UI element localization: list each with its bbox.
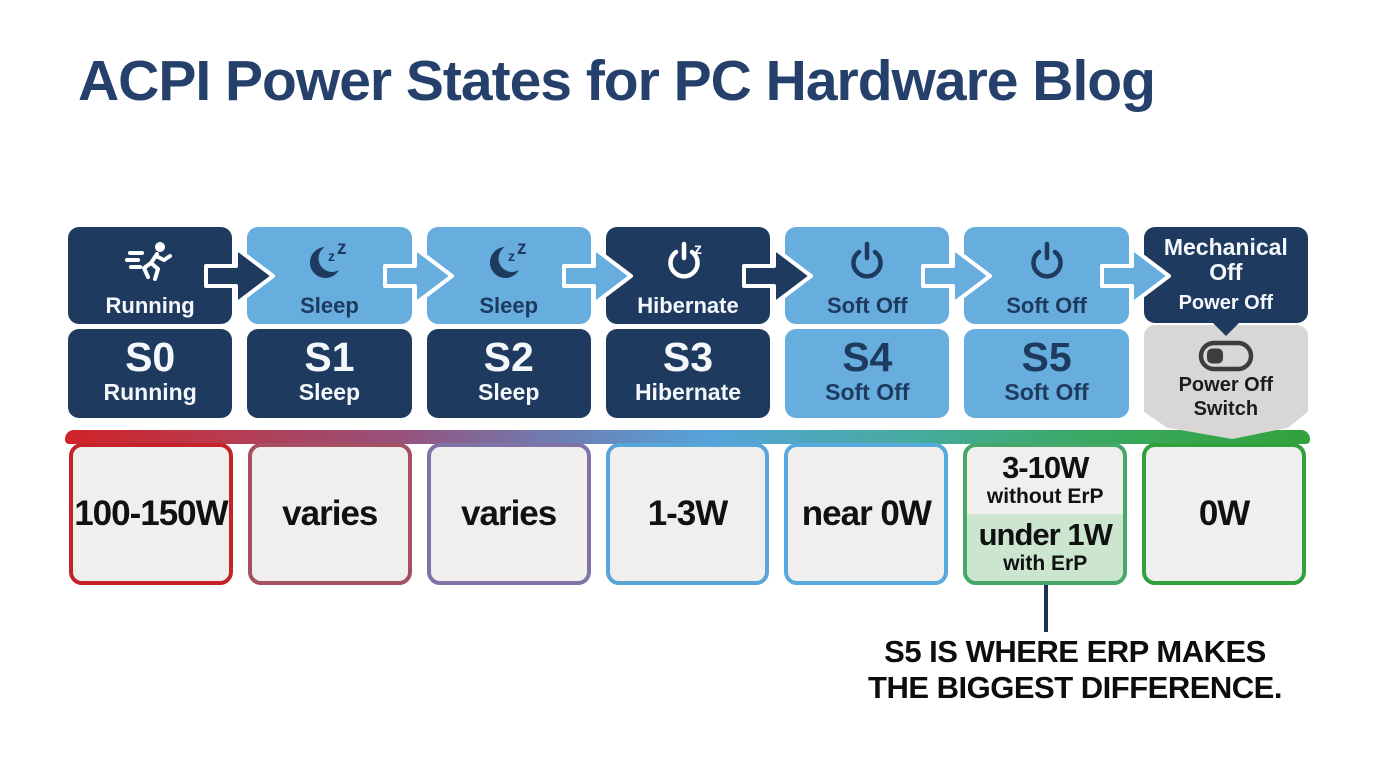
wattage-with-erp: under 1W with ErP: [967, 514, 1124, 581]
state-top-label: Sleep: [479, 293, 539, 318]
state-top-label: Sleep: [300, 293, 359, 318]
power-icon: [964, 227, 1128, 295]
wattage-cell-s2: varies: [426, 443, 591, 585]
state-bottom-label: Hibernate: [634, 379, 742, 406]
arrow-right-icon: [1100, 246, 1171, 306]
arrow-right-icon: [921, 246, 992, 306]
state-top-mechanical-off: Mechanical Off Power Off: [1143, 227, 1308, 336]
state-top-label: Hibernate: [637, 293, 739, 318]
state-column-mechanical-off: Mechanical Off Power Off Power Off Switc…: [1143, 227, 1308, 439]
wattage-value: varies: [282, 494, 378, 533]
state-bottom-label: Sleep: [298, 379, 361, 406]
wattage-value: varies: [461, 494, 557, 533]
wattage-value: 1-3W: [647, 494, 729, 533]
svg-text:z: z: [337, 239, 347, 259]
wattage-without-erp: 3-10W without ErP: [967, 447, 1123, 514]
svg-text:z: z: [694, 241, 702, 258]
arrow-right-icon: [742, 246, 813, 306]
wattage-note: without ErP: [986, 484, 1104, 508]
state-top-label: Soft Off: [826, 293, 908, 318]
runner-icon: [68, 227, 232, 295]
state-sub-label: Power Off: [1178, 292, 1274, 315]
state-code: S3: [662, 334, 714, 381]
state-top-label: Running: [105, 293, 195, 318]
state-code: S1: [304, 334, 355, 381]
power-off-switch-box: Power Off Switch: [1143, 325, 1308, 439]
page-title: ACPI Power States for PC Hardware Blog: [78, 49, 1156, 113]
switch-label: Power Off Switch: [1178, 374, 1274, 420]
wattage-value: 3-10W: [1002, 450, 1089, 486]
state-bottom-s5: S5 Soft Off: [964, 329, 1129, 418]
state-bottom-s1: S1 Sleep: [247, 329, 412, 418]
wattage-cell-mechanical-off: 0W: [1142, 443, 1307, 585]
arrow-right-icon: [383, 246, 454, 306]
wattage-cell-s4: near 0W: [784, 443, 949, 585]
state-code: S0: [125, 334, 176, 381]
svg-text:z: z: [328, 248, 335, 264]
arrow-right-icon: [562, 246, 633, 306]
state-bottom-label: Sleep: [478, 379, 540, 406]
state-code: S4: [842, 334, 893, 381]
state-bottom-s2: S2 Sleep: [426, 329, 591, 418]
state-bottom-label: Soft Off: [1004, 379, 1089, 406]
toggle-switch-icon: [1197, 325, 1255, 373]
wattage-value: 100-150W: [74, 494, 228, 533]
moon-zz-icon: z z: [427, 227, 591, 295]
state-top-label: Soft Off: [1006, 293, 1087, 318]
wattage-cell-s0: 100-150W: [69, 443, 233, 585]
power-icon: [785, 227, 949, 295]
state-bottom-label: Soft Off: [825, 379, 910, 406]
gradient-scale-bar: [65, 430, 1310, 444]
svg-text:z: z: [508, 248, 515, 264]
state-bottom-label: Running: [103, 379, 197, 406]
wattage-value: 0W: [1198, 494, 1250, 533]
state-code: S5: [1021, 334, 1072, 381]
pointer-notch: [1211, 322, 1240, 336]
state-bottom-s4: S4 Soft Off: [785, 329, 950, 418]
moon-zz-icon: z z: [247, 227, 411, 295]
wattage-cell-s1: varies: [247, 443, 412, 585]
wattage-note: with ErP: [1003, 551, 1088, 575]
power-sleep-icon: z: [606, 227, 770, 295]
wattage-cells-row: 100-150W varies varies 1-3W near 0W 3-10…: [69, 443, 1307, 585]
state-boxes-row: Running S0 Running z z Sleep S1: [68, 227, 1308, 439]
state-top-label: Mechanical Off: [1163, 233, 1288, 285]
state-column-s2: z z Sleep S2 Sleep: [426, 227, 591, 439]
wattage-cell-s3: 1-3W: [605, 443, 770, 585]
wattage-value: under 1W: [978, 517, 1113, 553]
wattage-value: near 0W: [801, 494, 932, 533]
callout-line2: THE BIGGEST DIFFERENCE.: [868, 669, 1282, 705]
state-code: S2: [483, 334, 534, 381]
power-consumption-scale: 100-150W varies varies 1-3W near 0W 3-10…: [65, 430, 1310, 585]
state-column-s0: Running S0 Running: [68, 227, 233, 439]
state-column-s3: z Hibernate S3 Hibernate: [605, 227, 771, 439]
callout-connector-line: [1044, 585, 1048, 632]
callout-line1: S5 IS WHERE ERP MAKES: [884, 634, 1266, 669]
arrow-right-icon: [204, 246, 275, 306]
callout-text: S5 IS WHERE ERP MAKES THE BIGGEST DIFFER…: [860, 634, 1290, 705]
wattage-cell-s5: 3-10W without ErP under 1W with ErP: [963, 443, 1128, 585]
state-bottom-s0: S0 Running: [68, 329, 233, 418]
state-bottom-s3: S3 Hibernate: [605, 329, 771, 418]
svg-text:z: z: [517, 239, 527, 259]
